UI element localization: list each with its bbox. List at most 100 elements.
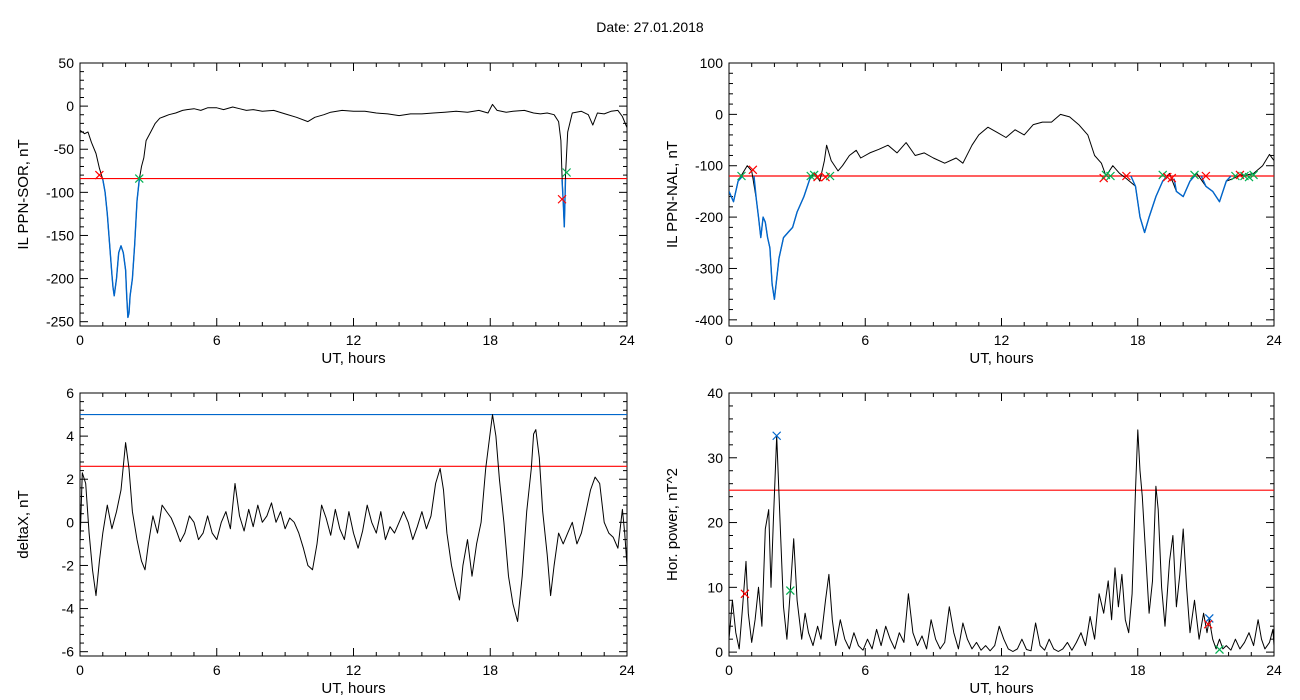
x-axis-label: UT, hours: [969, 350, 1033, 367]
cross-marker: [1158, 170, 1168, 180]
page-title: Date: 27.01.2018: [596, 19, 704, 35]
series-line-0: [80, 103, 627, 318]
y-tick-label: 0: [66, 98, 74, 114]
cross-marker-stroke: [1215, 645, 1224, 654]
y-axis-label: IL PPN-NAL, nT: [664, 141, 681, 248]
cross-marker-stroke: [94, 170, 104, 180]
y-tick-label: -400: [695, 312, 723, 328]
x-tick-label: 18: [1130, 662, 1146, 678]
x-tick-label: 0: [725, 662, 733, 678]
cross-marker: [1121, 171, 1131, 181]
chart-panel-p4: 0 6 12 18 24 40 30 20 10 0 UT, hours Hor. power, nT…: [664, 385, 1282, 697]
x-tick-label: 24: [1266, 662, 1282, 678]
plot-data-area: [729, 429, 1274, 654]
plot-data-area: [729, 113, 1274, 300]
x-tick-label: 12: [346, 332, 362, 348]
y-tick-label: 10: [707, 579, 723, 595]
y-tick-label: 30: [707, 450, 723, 466]
cross-marker: [1201, 171, 1211, 181]
y-tick-label: 100: [700, 55, 724, 71]
y-tick-label: 0: [66, 514, 74, 530]
x-axis-label: UT, hours: [321, 350, 385, 367]
cross-marker-stroke: [1244, 172, 1254, 182]
chart-panel-p2: 0 6 12 18 24 100 0 -100 -200 -300 -400 UT, hours IL …: [664, 55, 1282, 367]
x-axis-label: UT, hours: [969, 680, 1033, 697]
series-line-1: [102, 179, 140, 319]
cross-marker-stroke: [813, 172, 822, 182]
cross-marker-stroke: [134, 174, 144, 183]
series-line-5: [1200, 175, 1232, 203]
cross-marker-stroke: [1158, 170, 1168, 180]
plot-data-area: [80, 103, 627, 319]
cross-marker-stroke: [748, 165, 758, 175]
y-axis-label: deltaX, nT: [15, 490, 32, 558]
cross-marker: [1106, 171, 1115, 181]
y-tick-label: -6: [62, 644, 75, 660]
y-tick-label: -100: [46, 184, 74, 200]
x-tick-label: 24: [619, 662, 635, 678]
y-tick-label: -2: [62, 557, 75, 573]
cross-marker-stroke: [1204, 614, 1214, 623]
series-line-0: [80, 414, 627, 622]
y-tick-label: 0: [715, 644, 723, 660]
cross-marker: [813, 172, 822, 182]
cross-marker: [562, 168, 572, 177]
x-tick-label: 12: [346, 662, 362, 678]
y-tick-label: 0: [715, 106, 723, 122]
cross-marker-stroke: [1121, 171, 1131, 181]
series-line-0: [729, 113, 1274, 300]
y-tick-label: 2: [66, 471, 74, 487]
cross-marker-stroke: [740, 589, 750, 599]
x-tick-label: 12: [994, 332, 1010, 348]
cross-marker: [1244, 172, 1254, 182]
series-line-4: [1173, 175, 1196, 198]
series-line-2: [753, 175, 812, 300]
y-tick-label: -150: [46, 227, 74, 243]
x-tick-label: 18: [1130, 332, 1146, 348]
cross-marker-stroke: [557, 194, 567, 204]
cross-marker: [134, 174, 144, 183]
cross-marker-stroke: [809, 170, 819, 180]
cross-marker: [1203, 619, 1213, 629]
x-tick-label: 24: [1266, 332, 1282, 348]
x-tick-label: 18: [482, 332, 498, 348]
x-tick-label: 0: [76, 332, 84, 348]
cross-marker-stroke: [1240, 171, 1249, 181]
cross-marker: [1167, 173, 1177, 183]
cross-marker: [557, 194, 567, 204]
cross-marker-stroke: [785, 586, 795, 595]
cross-marker-stroke: [1190, 170, 1199, 180]
series-line-0: [729, 429, 1274, 652]
cross-marker-stroke: [1106, 171, 1115, 181]
cross-marker-stroke: [825, 171, 835, 181]
x-tick-label: 6: [213, 662, 221, 678]
y-tick-label: -300: [695, 260, 723, 276]
cross-marker: [772, 431, 782, 441]
y-tick-label: 50: [58, 55, 74, 71]
chart-panel-p3: 0 6 12 18 24 6 4 2 0 -2 -4 -6 UT, hours deltaX, nT: [15, 385, 635, 697]
series-line-2: [561, 179, 567, 228]
cross-marker: [740, 589, 750, 599]
cross-marker-stroke: [737, 171, 746, 181]
x-tick-label: 12: [994, 662, 1010, 678]
series-line-3: [1130, 175, 1168, 234]
x-tick-label: 0: [76, 662, 84, 678]
x-tick-label: 0: [725, 332, 733, 348]
x-axis-label: UT, hours: [321, 680, 385, 697]
cross-marker: [748, 165, 758, 175]
x-tick-label: 6: [861, 332, 869, 348]
cross-marker-stroke: [1101, 170, 1111, 180]
y-tick-label: -250: [46, 314, 74, 330]
y-axis-label: Hor. power, nT^2: [664, 468, 681, 581]
x-tick-label: 6: [861, 662, 869, 678]
cross-marker-stroke: [1235, 170, 1245, 180]
cross-marker-stroke: [772, 431, 782, 441]
y-tick-label: 40: [707, 385, 723, 401]
cross-marker: [94, 170, 104, 180]
y-axis-label: IL PPN-SOR, nT: [15, 139, 32, 249]
plot-frame: [79, 62, 628, 327]
cross-marker: [1215, 645, 1224, 654]
x-tick-label: 18: [482, 662, 498, 678]
cross-marker: [825, 171, 835, 181]
